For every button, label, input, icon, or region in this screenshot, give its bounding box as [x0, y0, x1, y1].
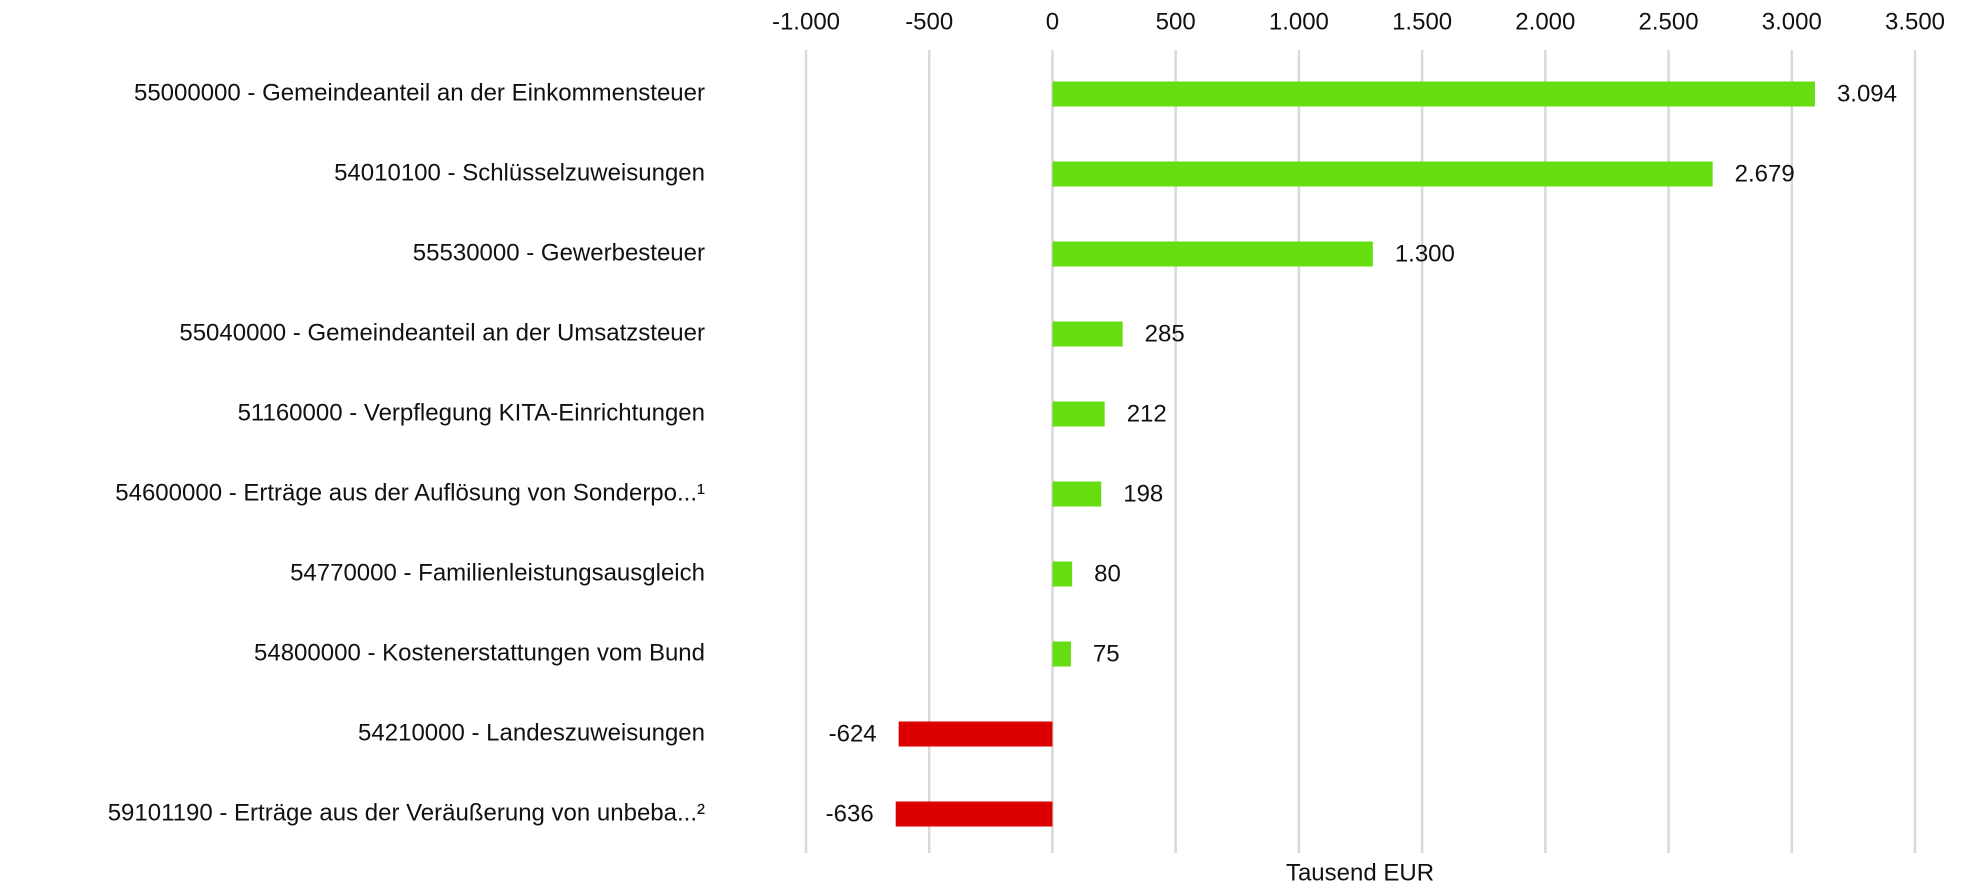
x-tick-label: 2.000 — [1515, 8, 1575, 35]
x-tick-label: 1.000 — [1269, 8, 1329, 35]
x-tick-label: -1.000 — [772, 8, 840, 35]
data-label: -624 — [829, 720, 877, 747]
bar — [1052, 81, 1815, 107]
x-tick-label: 3.000 — [1762, 8, 1822, 35]
data-label: 75 — [1093, 640, 1120, 667]
y-tick-label: 55000000 - Gemeindeanteil an der Einkomm… — [134, 79, 705, 106]
bar — [1052, 561, 1073, 587]
y-tick-label: 55040000 - Gemeindeanteil an der Umsatzs… — [179, 319, 705, 346]
y-tick-label: 59101190 - Erträge aus der Veräußerung v… — [108, 799, 705, 826]
y-tick-label: 54010100 - Schlüsselzuweisungen — [334, 159, 705, 186]
x-tick-label: 2.500 — [1639, 8, 1699, 35]
x-tick-label: 500 — [1156, 8, 1196, 35]
data-label: 285 — [1145, 320, 1185, 347]
y-tick-label: 54600000 - Erträge aus der Auflösung von… — [115, 479, 705, 506]
bar — [898, 721, 1053, 747]
y-tick-label: 51160000 - Verpflegung KITA-Einrichtunge… — [238, 399, 705, 426]
y-tick-label: 54800000 - Kostenerstattungen vom Bund — [254, 639, 705, 666]
y-tick-label: 54210000 - Landeszuweisungen — [358, 719, 705, 746]
x-tick-label: 3.500 — [1885, 8, 1945, 35]
bar — [1052, 481, 1102, 507]
bar — [1052, 241, 1373, 267]
y-tick-label: 55530000 - Gewerbesteuer — [413, 239, 705, 266]
data-label: 3.094 — [1837, 80, 1897, 107]
bar — [1052, 321, 1123, 347]
x-axis-label: Tausend EUR — [1286, 859, 1434, 886]
bar — [1052, 641, 1071, 667]
y-tick-label: 54770000 - Familienleistungsausgleich — [290, 559, 705, 586]
data-label: 2.679 — [1735, 160, 1795, 187]
x-tick-label: -500 — [905, 8, 953, 35]
bar — [1052, 161, 1713, 187]
data-label: -636 — [826, 800, 874, 827]
data-label: 212 — [1127, 400, 1167, 427]
bar — [895, 801, 1053, 827]
data-label: 80 — [1094, 560, 1121, 587]
bar — [1052, 401, 1105, 427]
x-tick-label: 1.500 — [1392, 8, 1452, 35]
data-label: 1.300 — [1395, 240, 1455, 267]
data-label: 198 — [1123, 480, 1163, 507]
x-tick-label: 0 — [1046, 8, 1059, 35]
